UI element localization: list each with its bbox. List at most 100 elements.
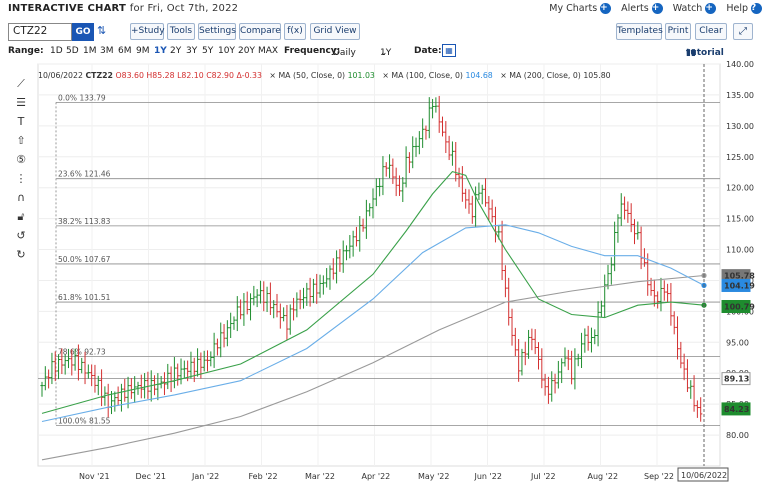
chevron-down-icon: ⌄ <box>333 48 341 58</box>
ohlc-bars <box>40 95 703 422</box>
magnet-icon[interactable]: ∩ <box>16 191 26 204</box>
x-tick-label: Dec '21 <box>136 472 166 481</box>
text-icon[interactable]: T <box>17 115 25 128</box>
range-9m[interactable]: 9M <box>136 46 150 56</box>
calendar-icon[interactable]: ▦ <box>442 44 456 57</box>
range-2y[interactable]: 2Y <box>170 46 182 56</box>
chevron-down-icon: ⌄ <box>380 48 388 58</box>
fib-levels: 0.0% 133.79 23.6% 121.46 38.2% 113.83 50.0%… <box>38 93 720 426</box>
chart-legend: 10/06/2022 CTZ22 O83.60 H85.28 L82.10 C8… <box>38 71 611 80</box>
ma200-line <box>41 274 705 461</box>
alerts-link[interactable]: Alerts + <box>621 3 663 14</box>
range-label: Range: <box>8 46 44 56</box>
trendline-icon[interactable]: ⟋ <box>17 77 25 90</box>
price-tag <box>721 372 751 386</box>
range-1m[interactable]: 1M <box>83 46 97 56</box>
y-tick-label: 95.00 <box>726 338 749 347</box>
frequency-label: Frequency: <box>284 46 341 56</box>
legend-ma100: MA (100, Close, 0) <box>391 71 463 80</box>
help-link[interactable]: Help? <box>726 3 762 14</box>
expand-icon[interactable]: ⤢ <box>733 23 753 40</box>
y-tick-label: 80.00 <box>726 431 749 440</box>
grid-lines <box>38 63 720 466</box>
close-icon[interactable]: × <box>382 71 389 80</box>
fib-label: 38.2% 113.83 <box>58 217 111 226</box>
price-tag-label: 84.23 <box>724 405 749 414</box>
fib-label: 0.0% 133.79 <box>58 93 106 102</box>
range-5y[interactable]: 5Y <box>202 46 214 56</box>
plot-area <box>37 63 721 467</box>
settings-button[interactable]: Settings <box>198 23 236 40</box>
price-tag-label: 105.78 <box>724 272 755 281</box>
price-tag-label: 104.19 <box>724 281 755 290</box>
range-3y[interactable]: 3Y <box>186 46 198 56</box>
x-tick-label: Apr '22 <box>362 472 391 481</box>
axes: 80.0085.0090.0095.00100.00105.00110.0011… <box>79 60 755 482</box>
x-tick-label: May '22 <box>418 472 449 481</box>
price-tag-label: 100.79 <box>724 302 755 311</box>
templates-button[interactable]: Templates <box>616 23 663 40</box>
toolbar: CTZ22 GO ⇅ +Study Tools Settings Compare… <box>0 21 768 43</box>
x-tick-label: Nov '21 <box>79 472 110 481</box>
pattern-icon[interactable]: ⋮ <box>15 172 27 185</box>
plus-icon: + <box>651 3 663 14</box>
my-charts-link[interactable]: My Charts + <box>549 3 612 14</box>
legend-ma200: MA (200, Close, 0) <box>509 71 581 80</box>
tools-button[interactable]: Tools <box>167 23 195 40</box>
x-tick-label: Sep '22 <box>644 472 674 481</box>
legend-ma200-value: 105.80 <box>583 71 611 80</box>
go-button[interactable]: GO <box>72 23 94 41</box>
shapes-icon[interactable]: ⇧ <box>16 134 26 147</box>
price-tag-label: 89.13 <box>724 375 749 384</box>
lock-icon[interactable]: 🔓︎ <box>17 210 25 223</box>
ma100-line <box>41 224 705 423</box>
price-tag <box>721 278 751 292</box>
y-tick-label: 110.00 <box>726 246 754 255</box>
close-icon[interactable]: × <box>269 71 276 80</box>
x-tick-label: Mar '22 <box>305 472 335 481</box>
x-tick-label: Feb '22 <box>249 472 278 481</box>
price-tag <box>721 299 751 313</box>
range-1y[interactable]: 1Y <box>154 46 167 56</box>
study-button[interactable]: +Study <box>130 23 165 40</box>
undo-icon[interactable]: ↺ <box>16 229 26 242</box>
fib-label: 100.0% 81.55 <box>58 416 111 425</box>
fib-label: 23.6% 121.46 <box>58 170 111 179</box>
range-5d[interactable]: 5D <box>66 46 79 56</box>
x-tick-label: Jun '22 <box>474 472 502 481</box>
range-max[interactable]: MAX <box>258 46 279 56</box>
top-links: My Charts + Alerts + Watch + Help? <box>549 3 762 14</box>
compare-arrows-icon[interactable]: ⇅ <box>97 24 107 37</box>
fib-label: 78.6% 92.73 <box>58 347 106 356</box>
close-icon[interactable]: × <box>500 71 507 80</box>
date-tag <box>677 467 729 482</box>
fx-button[interactable]: f(x) <box>284 23 306 40</box>
y-tick-label: 115.00 <box>726 215 754 224</box>
compare-button[interactable]: Compare <box>239 23 281 40</box>
redo-icon[interactable]: ↻ <box>16 248 26 261</box>
grid-view-button[interactable]: Grid View <box>310 23 360 40</box>
watch-link[interactable]: Watch + <box>673 3 717 14</box>
price-tag <box>721 402 751 416</box>
wave-count-icon[interactable]: ⑤ <box>16 153 26 166</box>
plus-icon: + <box>705 3 717 14</box>
range-3m[interactable]: 3M <box>100 46 114 56</box>
clear-button[interactable]: Clear <box>695 23 727 40</box>
symbol-input[interactable]: CTZ22 <box>8 23 72 41</box>
fibonacci-icon[interactable]: ☰ <box>16 96 26 109</box>
y-tick-label: 135.00 <box>726 91 754 100</box>
fib-label: 50.0% 107.67 <box>58 255 111 264</box>
date-label: Date: <box>414 46 442 56</box>
legend-ma100-value: 104.68 <box>465 71 493 80</box>
y-tick-label: 130.00 <box>726 122 754 131</box>
range-6m[interactable]: 6M <box>118 46 132 56</box>
legend-ma50-value: 101.03 <box>347 71 375 80</box>
range-20y[interactable]: 20Y <box>238 46 255 56</box>
range-10y[interactable]: 10Y <box>218 46 235 56</box>
top-bar: INTERACTIVE CHART for Fri, Oct 7th, 2022… <box>0 0 768 18</box>
chart-bars-icon: ▮▮ <box>686 48 696 58</box>
range-1d[interactable]: 1D <box>50 46 63 56</box>
plus-icon: + <box>600 3 612 14</box>
print-button[interactable]: Print <box>665 23 691 40</box>
